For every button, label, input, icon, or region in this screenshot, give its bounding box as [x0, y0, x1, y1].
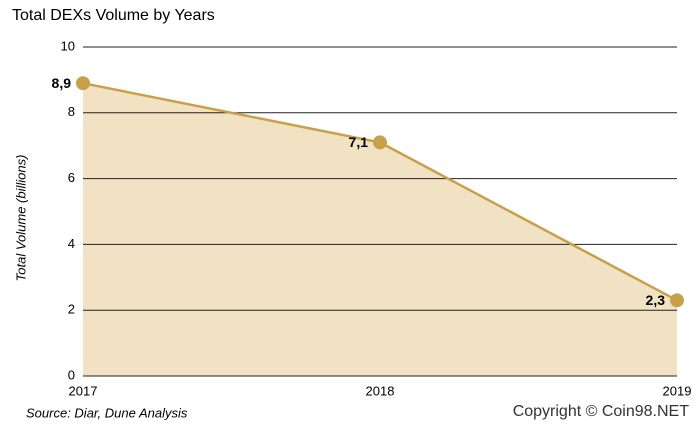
point: [670, 293, 684, 308]
value-label: 2,3: [646, 292, 666, 308]
y-tick-label: 2: [68, 302, 75, 317]
point: [373, 135, 387, 150]
x-tick-label: 2018: [366, 383, 395, 398]
y-tick-label: 10: [61, 38, 75, 53]
area: [83, 83, 677, 376]
y-axis-label: Total Volume (billions): [13, 155, 28, 282]
y-tick-label: 6: [68, 170, 75, 185]
point: [76, 76, 90, 91]
x-tick-label: 2017: [69, 383, 98, 398]
y-tick-label: 8: [68, 104, 75, 119]
chart-title: Total DEXs Volume by Years: [12, 7, 215, 24]
y-tick-label: 0: [68, 367, 75, 382]
value-label: 7,1: [349, 134, 369, 150]
copyright: Copyright © Coin98.NET: [513, 403, 690, 420]
x-tick-label: 2019: [663, 383, 692, 398]
source: Source: Diar, Dune Analysis: [26, 405, 188, 420]
y-tick-label: 4: [68, 236, 75, 251]
value-label: 8,9: [52, 75, 72, 91]
